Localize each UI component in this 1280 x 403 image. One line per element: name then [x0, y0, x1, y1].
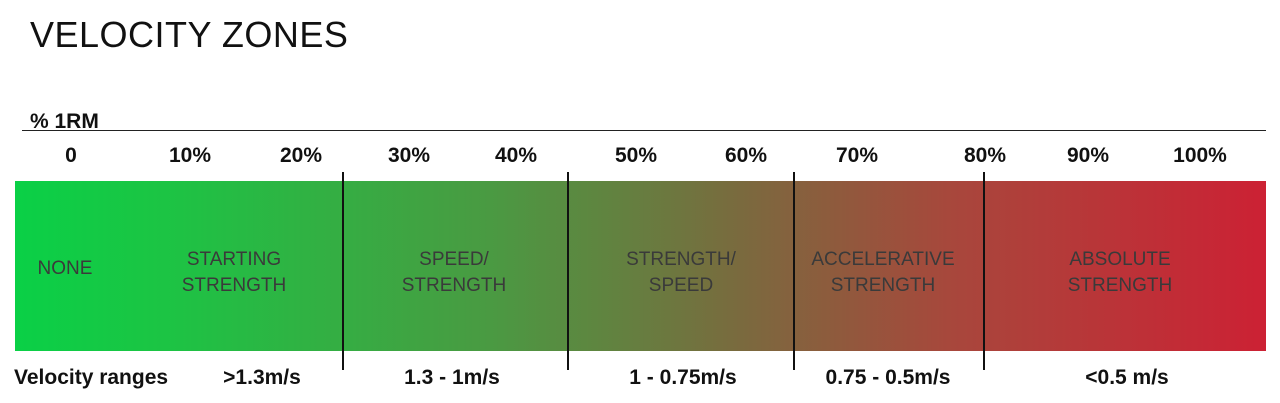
velocity-range: 0.75 - 0.5m/s — [825, 366, 951, 389]
velocity-range: 1.3 - 1m/s — [404, 366, 500, 389]
tick-label-40: 40% — [494, 144, 538, 167]
gradient-bar — [15, 181, 1266, 351]
velocity-ranges-title: Velocity ranges — [14, 366, 169, 389]
axis-line — [22, 130, 1266, 131]
velocity-range: >1.3m/s — [223, 366, 301, 389]
tick-label-100: 100% — [1173, 144, 1227, 167]
zone-strength-speed: STRENGTH/ SPEED — [626, 249, 736, 296]
tick-label-60: 60% — [724, 144, 768, 167]
tick-label-50: 50% — [614, 144, 658, 167]
zone-speed-strength: SPEED/ STRENGTH — [401, 249, 507, 296]
tick-label-10: 10% — [168, 144, 212, 167]
zone-divider — [793, 172, 795, 370]
axis-label: % 1RM — [30, 110, 99, 133]
tick-label-80: 80% — [963, 144, 1007, 167]
zone-divider — [567, 172, 569, 370]
zone-starting-strength: STARTING STRENGTH — [181, 249, 287, 296]
tick-label-30: 30% — [387, 144, 431, 167]
velocity-range: 1 - 0.75m/s — [629, 366, 737, 389]
zone-divider — [983, 172, 985, 370]
tick-label-0: 0 — [65, 144, 77, 167]
page-title: VELOCITY ZONES — [30, 14, 349, 55]
tick-label-90: 90% — [1066, 144, 1110, 167]
velocity-range: <0.5 m/s — [1085, 366, 1169, 389]
zone-divider — [342, 172, 344, 370]
zone-accelerative-strength: ACCELERATIVE STRENGTH — [811, 249, 955, 296]
zone-absolute-strength: ABSOLUTE STRENGTH — [1067, 249, 1173, 296]
tick-label-20: 20% — [279, 144, 323, 167]
tick-label-70: 70% — [835, 144, 879, 167]
zone-none: NONE — [37, 258, 93, 279]
